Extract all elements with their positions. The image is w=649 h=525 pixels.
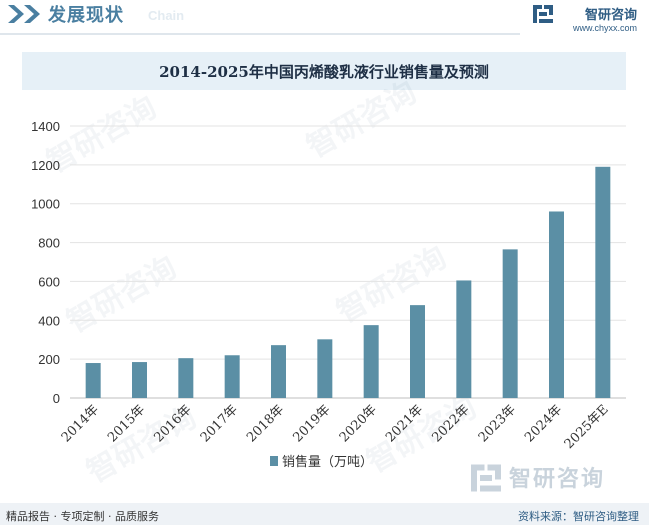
x-tick-label: 2015年 [105, 402, 148, 445]
bar [595, 166, 611, 398]
y-tick-label: 200 [38, 352, 60, 367]
x-tick-label: 2024年 [522, 402, 565, 445]
y-tick-label: 800 [38, 236, 60, 251]
brand-name: 智研咨询 [584, 8, 637, 23]
section-subtitle: Chain [148, 8, 185, 23]
x-tick-label: 2025年E [562, 402, 612, 452]
bar [456, 280, 472, 398]
bar [549, 211, 564, 398]
bar-chart: 0 200 400 600 800 1000 1200 1400 2014年 2015年 2016年… [31, 119, 626, 470]
x-tick-label: 2019年 [290, 402, 333, 445]
bar [178, 358, 194, 398]
footer-source: 资料来源：智研咨询整理 [518, 510, 639, 523]
section-title: 发展现状 [48, 5, 124, 26]
y-tick-label: 400 [38, 313, 60, 328]
page-footer: 精品报告 · 专项定制 · 品质服务 资料来源：智研咨询整理 [0, 503, 649, 525]
x-tick-label: 2016年 [151, 402, 194, 445]
x-tick-label: 2022年 [429, 402, 472, 445]
brand-url: www.chyxx.com [572, 23, 637, 33]
watermark-logo: 智研咨询 [471, 461, 641, 501]
bar [317, 339, 333, 398]
bar [271, 345, 286, 398]
x-tick-label: 2017年 [198, 402, 241, 445]
bar [224, 355, 240, 398]
bar [132, 362, 147, 398]
page-header: 发展现状 Chain [0, 0, 649, 30]
x-tick-label: 2023年 [476, 402, 519, 445]
legend-label: 销售量（万吨） [282, 454, 373, 470]
chevron-double-right-icon [8, 5, 40, 23]
chart-title-band: 2014-2025年中国丙烯酸乳液行业销售量及预测 [22, 52, 626, 90]
y-tick-label: 1000 [31, 197, 60, 212]
watermark-logo-text: 智研咨询 [509, 467, 606, 492]
bar [502, 249, 518, 398]
bar [85, 363, 101, 398]
x-tick-label: 2020年 [337, 402, 380, 445]
legend-swatch [270, 456, 278, 466]
y-tick-label: 600 [38, 274, 60, 289]
x-tick-label: 2014年 [59, 402, 102, 445]
watermark-logo-icon [471, 464, 501, 492]
chart-title: 2014-2025年中国丙烯酸乳液行业销售量及预测 [159, 63, 489, 81]
y-tick-label: 1200 [31, 158, 60, 173]
x-tick-label: 2018年 [244, 402, 287, 445]
x-tick-label: 2021年 [383, 402, 426, 445]
y-tick-label: 0 [53, 391, 60, 406]
footer-slogan: 精品报告 · 专项定制 · 品质服务 [6, 510, 159, 523]
brand-logo-icon [533, 5, 553, 23]
bar [363, 325, 379, 398]
y-tick-label: 1400 [31, 119, 60, 134]
bar [410, 305, 425, 398]
header-divider [0, 33, 520, 35]
